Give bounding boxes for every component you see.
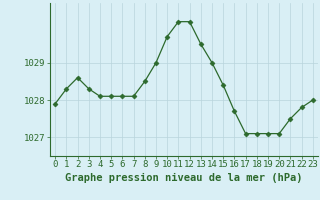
X-axis label: Graphe pression niveau de la mer (hPa): Graphe pression niveau de la mer (hPa) [65, 173, 303, 183]
